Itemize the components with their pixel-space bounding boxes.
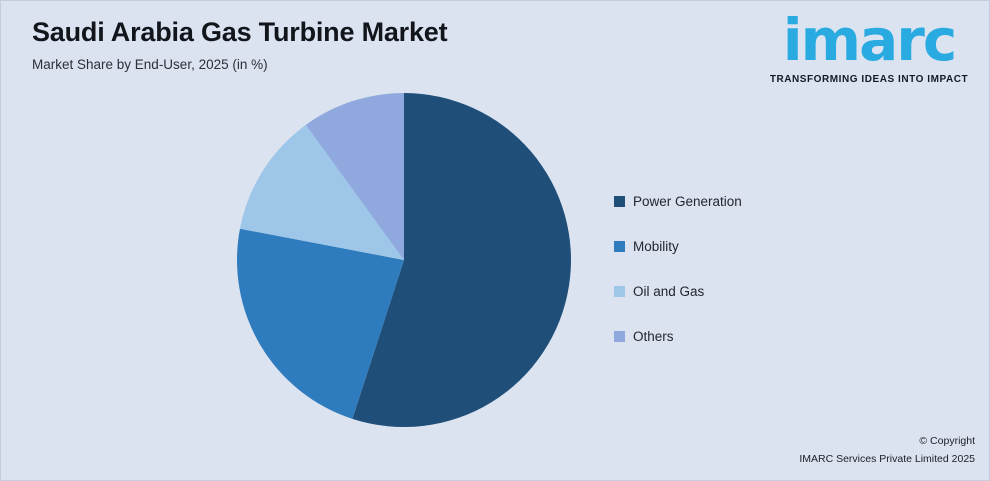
copyright-footer: © Copyright IMARC Services Private Limit… [799,433,975,468]
legend-swatch-icon [614,286,625,297]
chart-subtitle: Market Share by End-User, 2025 (in %) [32,57,268,73]
pie-slice [237,228,404,419]
page-title: Saudi Arabia Gas Turbine Market [32,17,448,47]
legend-item[interactable]: Oil and Gas [614,269,742,314]
imarc-wordmark-text: imarc [782,6,957,74]
company-line: IMARC Services Private Limited 2025 [799,452,975,465]
title-block: Saudi Arabia Gas Turbine Market Market S… [32,17,632,73]
legend-label: Mobility [633,239,679,254]
copyright-line: © Copyright [919,435,975,448]
pie-slice-group [237,93,571,427]
legend-label: Others [633,329,674,344]
legend-label: Power Generation [633,194,742,209]
pie-slice [305,93,404,260]
imarc-tagline: TRANSFORMING IDEAS INTO IMPACT [769,74,969,85]
pie-chart [237,93,571,427]
legend-swatch-icon [614,331,625,342]
legend-swatch-icon [614,196,625,207]
legend-item[interactable]: Mobility [614,224,742,269]
pie-slice [239,124,404,260]
chart-legend: Power Generation Mobility Oil and Gas Other… [614,179,742,359]
legend-item[interactable]: Others [614,314,742,359]
legend-label: Oil and Gas [633,284,705,299]
legend-item[interactable]: Power Generation [614,179,742,224]
pie-chart-svg [237,93,571,427]
legend-swatch-icon [614,241,625,252]
pie-slice [352,93,571,427]
imarc-logo: imarc TRANSFORMING IDEAS INTO IMPACT [763,6,975,85]
